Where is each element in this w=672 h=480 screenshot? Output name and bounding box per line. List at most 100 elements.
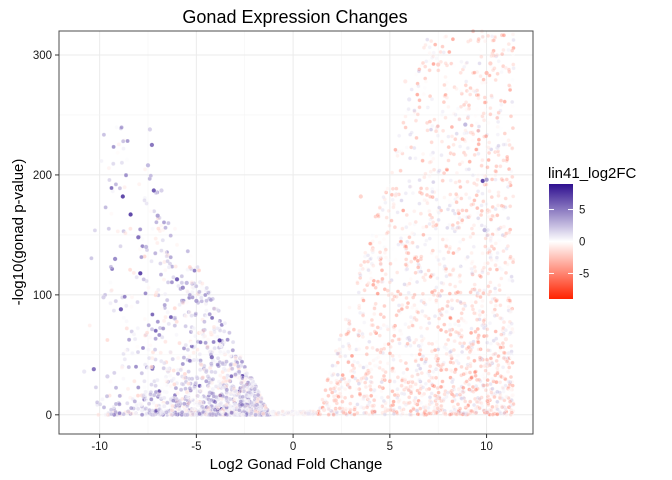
data-point [503, 196, 508, 201]
data-point [502, 410, 507, 416]
data-point [443, 411, 448, 416]
data-point [418, 211, 423, 216]
data-point [396, 303, 402, 308]
data-point [368, 241, 373, 246]
data-point [442, 345, 447, 350]
data-point [426, 268, 431, 273]
data-point [492, 394, 497, 400]
data-point [450, 377, 455, 382]
data-point [136, 182, 142, 187]
data-point [467, 382, 472, 387]
data-point [333, 397, 339, 403]
data-point [417, 377, 422, 383]
data-point [379, 213, 384, 218]
data-point [142, 385, 147, 390]
data-point [205, 337, 211, 342]
legend-tick-label: 5 [579, 205, 585, 217]
data-point [508, 403, 513, 408]
data-point [209, 362, 214, 368]
data-point [140, 236, 145, 242]
data-point [446, 337, 451, 342]
data-point [486, 247, 492, 252]
data-point [453, 284, 458, 289]
data-point [101, 132, 107, 137]
data-point [413, 382, 418, 387]
data-point [449, 298, 454, 303]
data-point [142, 333, 148, 338]
data-point [457, 265, 462, 270]
data-point [461, 307, 466, 312]
data-point [218, 400, 224, 406]
data-point [151, 188, 157, 193]
data-point [441, 256, 446, 261]
data-point [154, 220, 159, 225]
data-point [160, 326, 166, 331]
data-point [478, 274, 483, 279]
data-point [444, 367, 449, 372]
data-point [221, 329, 227, 334]
data-point [191, 326, 197, 331]
data-point [427, 236, 432, 241]
data-point [468, 388, 473, 393]
data-point [466, 103, 472, 108]
data-point [369, 276, 374, 281]
data-point [331, 412, 336, 417]
data-point [107, 393, 112, 398]
data-point [118, 306, 124, 312]
data-point [493, 263, 498, 268]
data-point [211, 327, 217, 332]
data-point [121, 376, 126, 381]
data-point [464, 79, 469, 84]
data-point [450, 226, 455, 231]
data-point [103, 412, 108, 417]
data-point [151, 400, 156, 406]
data-point [469, 375, 474, 380]
data-point [380, 377, 385, 382]
data-point [347, 390, 352, 395]
data-point [211, 394, 217, 399]
data-point [399, 391, 404, 396]
data-point [233, 355, 238, 361]
data-point [457, 215, 462, 221]
data-point [203, 391, 209, 396]
data-point [456, 319, 461, 324]
data-point [123, 173, 129, 178]
data-point [380, 207, 385, 213]
data-point [502, 99, 507, 104]
data-point [476, 96, 481, 101]
data-point [435, 62, 441, 67]
x-tick-label: 5 [387, 441, 393, 453]
data-point [447, 198, 452, 203]
data-point [168, 350, 174, 355]
data-point [188, 253, 193, 259]
data-point [461, 385, 466, 390]
data-point [504, 394, 509, 399]
data-point [395, 210, 400, 215]
data-point [438, 384, 444, 389]
data-point [443, 115, 448, 120]
data-point [498, 164, 503, 169]
data-point [209, 369, 214, 374]
data-point [479, 203, 484, 208]
data-point [187, 376, 192, 381]
data-point [368, 257, 373, 262]
data-point [372, 306, 377, 311]
data-point [505, 139, 510, 144]
data-point [483, 368, 488, 373]
data-point [510, 360, 515, 365]
data-point [410, 231, 415, 236]
data-point [216, 383, 222, 389]
data-point [459, 59, 464, 64]
data-point [458, 390, 463, 395]
data-point [159, 248, 164, 253]
data-point [163, 377, 168, 382]
data-point [417, 105, 422, 110]
data-point [358, 263, 363, 268]
data-point [459, 311, 464, 316]
data-point [482, 100, 487, 105]
data-point [484, 357, 490, 362]
data-point [351, 385, 356, 390]
data-point [180, 300, 186, 306]
data-point [476, 128, 481, 133]
data-point [376, 337, 381, 342]
